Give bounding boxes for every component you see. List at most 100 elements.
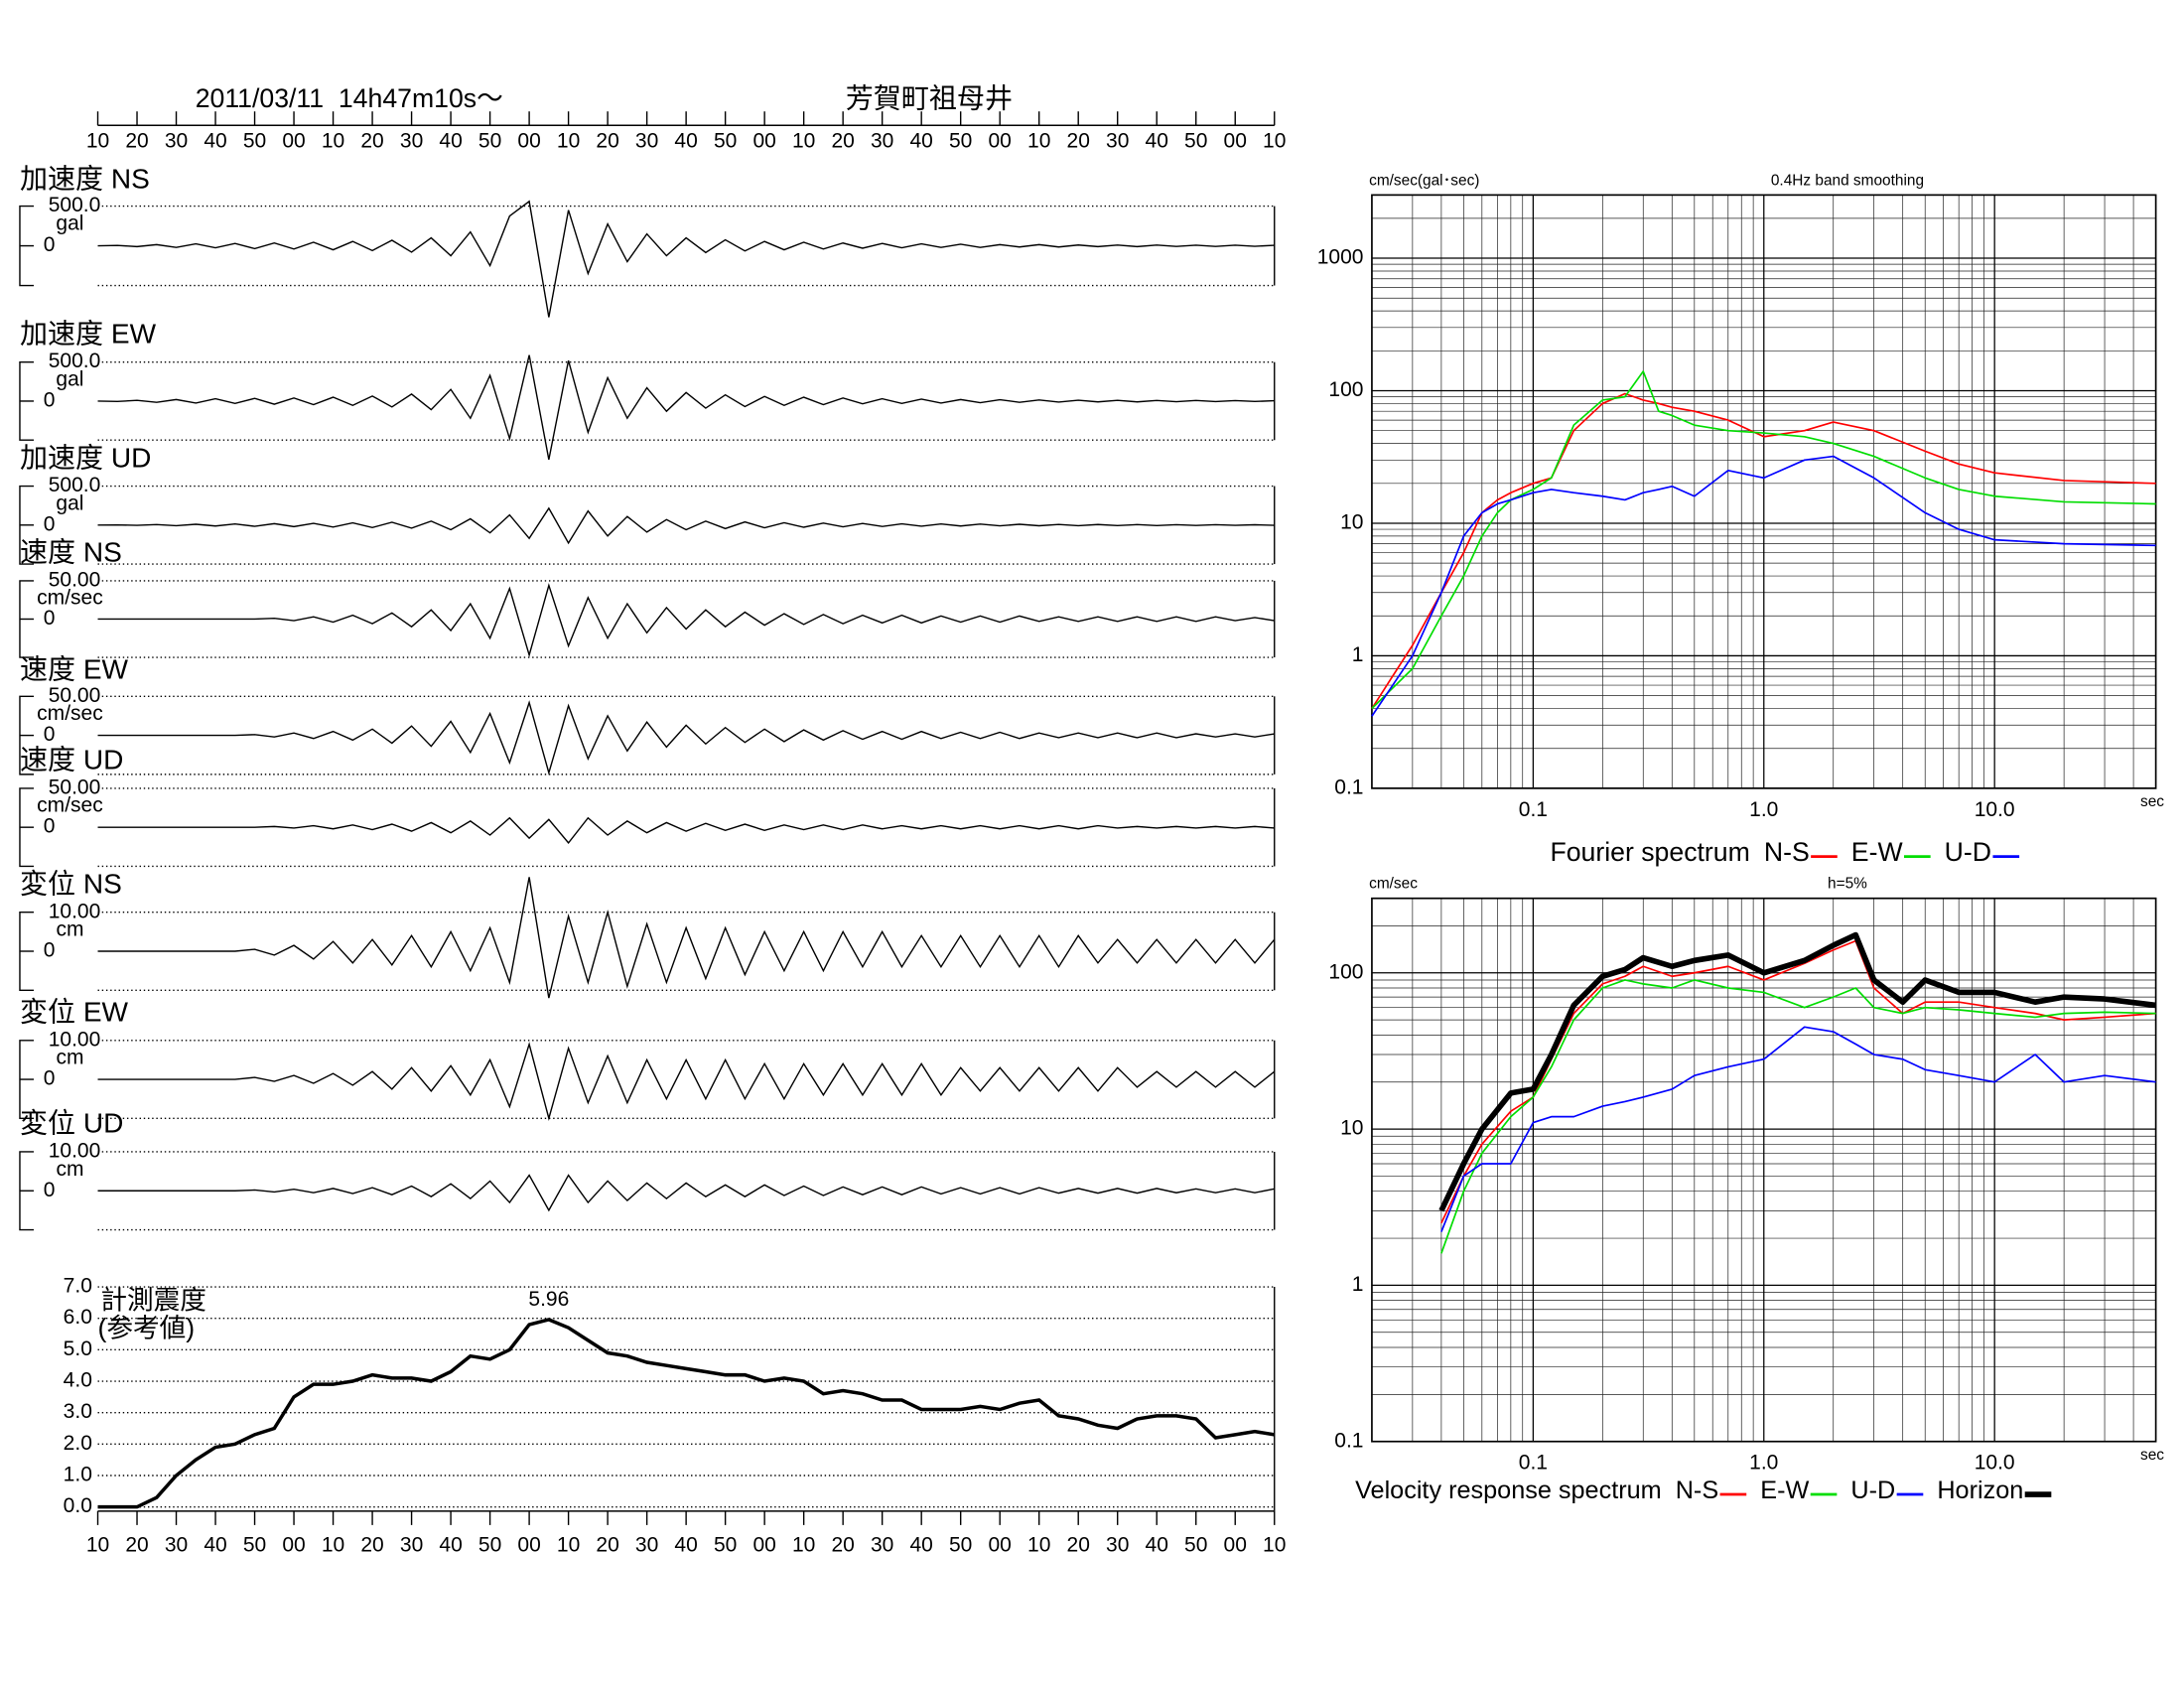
panel-tick-label: 0 <box>44 1179 56 1201</box>
series-line <box>1440 1026 2156 1232</box>
time-tick-label: 40 <box>204 130 226 153</box>
time-tick-label: 20 <box>596 1533 618 1556</box>
legend-label: Horizon <box>1937 1477 2023 1504</box>
panel-tick-label: 10.00 <box>49 900 101 922</box>
intensity-subtitle: (参考値) <box>98 1314 196 1343</box>
time-tick-label: 40 <box>674 130 697 153</box>
y-tick-label: 10 <box>1340 511 1363 534</box>
legend-label: U-D <box>1945 837 1991 867</box>
legend-title: Velocity response spectrum <box>1355 1477 1662 1504</box>
x-tick-label: 1.0 <box>1749 1452 1778 1475</box>
waveform-trace <box>97 1042 1276 1121</box>
time-tick-label: 20 <box>360 130 383 153</box>
intensity-title: 計測震度 <box>100 1286 206 1316</box>
waveform-trace <box>97 583 1275 658</box>
panel-tick-label: 0 <box>44 233 56 256</box>
intensity-line <box>97 1318 1276 1509</box>
panel-tick-label: 0 <box>44 512 56 535</box>
panel-label: 速度 EW <box>20 653 129 684</box>
chart-title: 0.4Hz band smoothing <box>1771 172 1924 189</box>
time-tick-label: 40 <box>204 1533 226 1556</box>
y-tick-label: 10 <box>1340 1117 1363 1140</box>
time-tick-label: 00 <box>752 130 775 153</box>
waveform-trace <box>97 354 1275 461</box>
time-tick-label: 40 <box>909 1533 932 1556</box>
panel-label: 速度 UD <box>20 745 123 775</box>
x-tick-label: 1.0 <box>1749 798 1778 821</box>
time-tick-label: 10 <box>1263 130 1286 153</box>
time-tick-label: 00 <box>282 130 305 153</box>
time-tick-label: 40 <box>439 130 462 153</box>
legend-label: E-W <box>1851 837 1904 867</box>
legend-label: U-D <box>1850 1477 1895 1504</box>
legend-label: E-W <box>1760 1477 1809 1504</box>
time-tick-label: 00 <box>752 1533 775 1556</box>
panel-label: 速度 NS <box>20 537 122 568</box>
time-tick-label: 40 <box>439 1533 462 1556</box>
intensity-tick-label: 7.0 <box>64 1275 92 1298</box>
panel-label: 加速度 NS <box>20 164 150 195</box>
time-tick-label: 30 <box>871 1533 893 1556</box>
time-tick-label: 20 <box>1067 1533 1090 1556</box>
panel-tick-label: 50.00 <box>49 775 101 798</box>
waveform-trace <box>97 816 1275 844</box>
panel-tick-label: 500.0 <box>49 474 101 496</box>
time-tick-label: 40 <box>1146 130 1168 153</box>
time-tick-label: 10 <box>322 1533 344 1556</box>
panel-tick-label: 0 <box>44 1067 56 1090</box>
time-tick-label: 10 <box>557 130 580 153</box>
intensity-tick-label: 0.0 <box>64 1494 92 1517</box>
series-line <box>1371 370 2156 710</box>
panel-unit: gal <box>56 492 83 514</box>
time-tick-label: 50 <box>714 1533 737 1556</box>
time-tick-label: 10 <box>557 1533 580 1556</box>
time-tick-label: 30 <box>635 130 658 153</box>
time-tick-label: 10 <box>1263 1533 1286 1556</box>
station-name: 芳賀町祖母井 <box>846 82 1013 113</box>
panel-tick-label: 50.00 <box>49 568 101 591</box>
time-tick-label: 30 <box>400 130 423 153</box>
y-tick-label: 1000 <box>1317 246 1364 269</box>
peak-label: 5.96 <box>528 1288 569 1311</box>
intensity-tick-label: 4.0 <box>64 1369 92 1392</box>
panel-label: 変位 NS <box>20 868 122 899</box>
panel-unit: cm <box>56 918 83 941</box>
plot-frame <box>1371 194 2157 789</box>
time-tick-label: 40 <box>1146 1533 1168 1556</box>
waveform-trace <box>97 200 1275 318</box>
panel-tick-label: 50.00 <box>49 684 101 707</box>
time-tick-label: 20 <box>831 130 854 153</box>
time-tick-label: 00 <box>1224 130 1247 153</box>
time-tick-label: 30 <box>635 1533 658 1556</box>
waveform-trace <box>97 506 1275 545</box>
time-tick-label: 10 <box>86 1533 109 1556</box>
chart-title: 2011/03/11 14h47m10s〜 <box>196 83 503 113</box>
panel-unit: cm/sec <box>37 702 103 725</box>
time-tick-label: 00 <box>988 1533 1011 1556</box>
y-tick-label: 100 <box>1328 960 1363 983</box>
panel-unit: cm <box>56 1047 83 1069</box>
panel-tick-label: 0 <box>44 389 56 412</box>
panel-unit: cm/sec <box>37 794 103 817</box>
time-tick-label: 20 <box>831 1533 854 1556</box>
time-tick-label: 30 <box>1106 130 1129 153</box>
time-tick-label: 30 <box>1106 1533 1129 1556</box>
time-tick-label: 10 <box>1027 1533 1050 1556</box>
time-tick-label: 50 <box>949 1533 972 1556</box>
panel-label: 変位 EW <box>20 997 129 1028</box>
intensity-tick-label: 3.0 <box>64 1400 92 1423</box>
intensity-tick-label: 2.0 <box>64 1432 92 1455</box>
time-tick-label: 10 <box>792 1533 815 1556</box>
time-tick-label: 00 <box>517 130 540 153</box>
panel-unit: cm <box>56 1158 83 1181</box>
x-tick-label: 0.1 <box>1519 1452 1548 1475</box>
time-tick-label: 00 <box>517 1533 540 1556</box>
panel-tick-label: 500.0 <box>49 194 101 216</box>
panel-unit: gal <box>56 211 83 234</box>
time-tick-label: 10 <box>322 130 344 153</box>
panel-tick-label: 0 <box>44 815 56 838</box>
time-tick-label: 50 <box>714 130 737 153</box>
time-tick-label: 50 <box>478 1533 501 1556</box>
time-tick-label: 00 <box>988 130 1011 153</box>
